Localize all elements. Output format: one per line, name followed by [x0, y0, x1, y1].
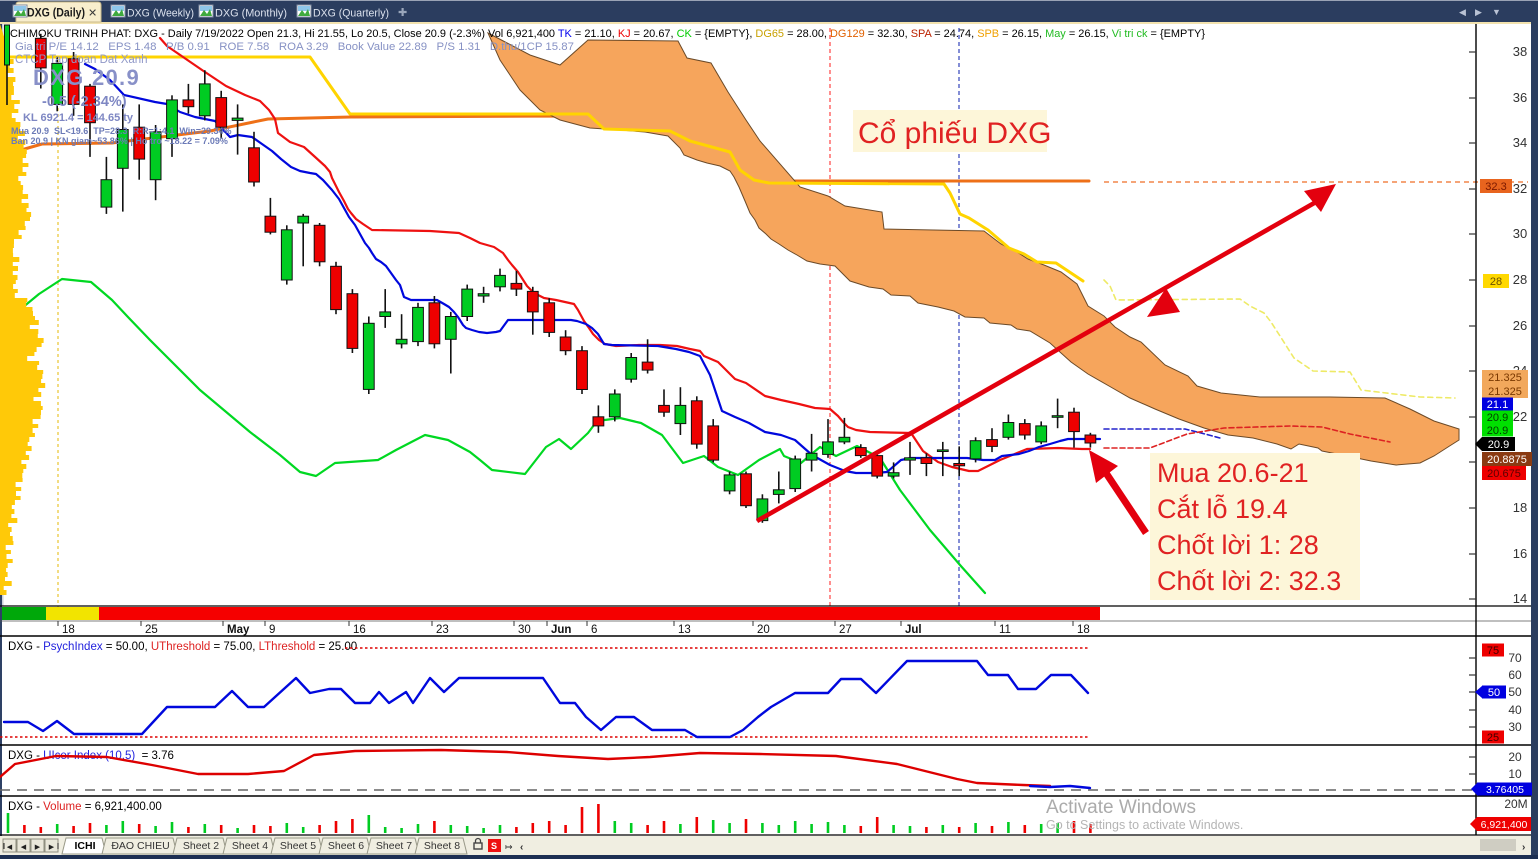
svg-text:60: 60	[1508, 668, 1522, 682]
svg-text:34: 34	[1513, 135, 1527, 150]
svg-text:20: 20	[1508, 750, 1522, 764]
svg-text:27: 27	[839, 624, 852, 636]
svg-text:32: 32	[1513, 181, 1527, 196]
svg-text:16: 16	[353, 624, 366, 636]
svg-text:-0.5 (-2.34%): -0.5 (-2.34%)	[42, 94, 127, 110]
svg-text:30: 30	[1513, 226, 1527, 241]
svg-text:CTCP Tap doan Dat Xanh: CTCP Tap doan Dat Xanh	[15, 54, 148, 66]
svg-text:DXG 20.9: DXG 20.9	[33, 65, 140, 90]
svg-text:50: 50	[1488, 687, 1500, 699]
svg-text:20.675: 20.675	[1487, 468, 1521, 480]
svg-text:20.9: 20.9	[1487, 425, 1508, 437]
svg-text:Cổ phiếu DXG: Cổ phiếu DXG	[858, 117, 1051, 150]
svg-text:DXG - Volume = 6,921,400.00: DXG - Volume = 6,921,400.00	[8, 801, 162, 813]
svg-text:S: S	[491, 841, 497, 851]
svg-text:3.76405: 3.76405	[1486, 784, 1524, 796]
svg-text:▼: ▼	[1492, 7, 1501, 17]
svg-text:Cắt lỗ 19.4: Cắt lỗ 19.4	[1157, 493, 1288, 524]
svg-text:18: 18	[62, 624, 75, 636]
svg-text:◀: ◀	[1459, 7, 1466, 17]
svg-text:▶: ▶	[1475, 7, 1482, 17]
svg-text:70: 70	[1508, 651, 1522, 665]
svg-text:▶: ▶	[35, 844, 41, 851]
svg-text:✕: ✕	[88, 8, 97, 20]
svg-text:CHIMOKU TRINH PHAT: DXG - Dail: CHIMOKU TRINH PHAT: DXG - Daily 7/19/202…	[10, 28, 1205, 40]
svg-text:25: 25	[145, 624, 158, 636]
svg-text:ĐAO CHIEU: ĐAO CHIEU	[111, 840, 169, 852]
svg-text:30: 30	[1508, 720, 1522, 734]
svg-text:11: 11	[999, 624, 1011, 636]
svg-text:Gia tri P/E 14.12 EPS 1.48: Gia tri P/E 14.12 EPS 1.48 P/B 0.91 ROE …	[15, 41, 574, 53]
svg-text:Chốt lời 1: 28: Chốt lời 1: 28	[1157, 530, 1319, 560]
svg-text:23: 23	[436, 624, 449, 636]
svg-text:20.9: 20.9	[1487, 412, 1508, 424]
svg-text:20.8875: 20.8875	[1487, 454, 1527, 466]
svg-text:DXG (Quarterly): DXG (Quarterly)	[313, 8, 389, 20]
svg-text:18: 18	[1513, 500, 1527, 515]
svg-text:28: 28	[1513, 272, 1527, 287]
svg-text:32.3: 32.3	[1485, 181, 1506, 193]
svg-text:10: 10	[1508, 767, 1522, 781]
svg-text:Sheet 5: Sheet 5	[280, 840, 316, 852]
svg-text:Mua 20.9 SL<19.6 TP=28.3 R:: Mua 20.9 SL<19.6 TP=28.3 R:R=1:4.1 Win=2…	[11, 126, 232, 136]
svg-text:21.325: 21.325	[1488, 386, 1522, 398]
svg-text:Activate Windows: Activate Windows	[1046, 797, 1196, 818]
svg-text:Jul: Jul	[905, 624, 922, 636]
svg-text:◀: ◀	[7, 844, 13, 851]
svg-text:Sheet 4: Sheet 4	[232, 840, 268, 852]
svg-text:20M: 20M	[1504, 797, 1527, 811]
svg-text:‹: ‹	[520, 842, 523, 853]
svg-text:DXG (Daily): DXG (Daily)	[27, 8, 85, 20]
svg-text:◀: ◀	[21, 844, 27, 851]
svg-text:▶: ▶	[49, 844, 55, 851]
svg-text:Jun: Jun	[551, 624, 571, 636]
svg-text:Sheet 2: Sheet 2	[183, 840, 219, 852]
svg-text:DXG (Weekly): DXG (Weekly)	[127, 8, 194, 20]
svg-text:20: 20	[757, 624, 770, 636]
svg-text:40: 40	[1508, 703, 1522, 717]
svg-text:Go to Settings to activate Win: Go to Settings to activate Windows.	[1046, 818, 1243, 832]
svg-text:38: 38	[1513, 44, 1527, 59]
svg-text:6: 6	[591, 624, 597, 636]
svg-text:14: 14	[1513, 591, 1527, 606]
svg-text:Sheet 8: Sheet 8	[424, 840, 460, 852]
svg-text:DXG - PsychIndex = 50.00, UThr: DXG - PsychIndex = 50.00, UThreshold = 7…	[8, 641, 357, 653]
svg-text:KL 6921.4 = 144.65 ty: KL 6921.4 = 144.65 ty	[23, 112, 134, 124]
svg-text:21.1: 21.1	[1487, 399, 1508, 411]
svg-text:May: May	[227, 624, 250, 636]
svg-text:↦: ↦	[505, 842, 513, 852]
svg-text:16: 16	[1513, 546, 1527, 561]
svg-text:DXG (Monthly): DXG (Monthly)	[215, 8, 287, 20]
svg-text:50: 50	[1508, 685, 1522, 699]
svg-text:75: 75	[1487, 645, 1499, 657]
svg-text:ICHI: ICHI	[75, 840, 96, 852]
svg-text:13: 13	[678, 624, 691, 636]
svg-text:26: 26	[1513, 318, 1527, 333]
svg-text:Sheet 6: Sheet 6	[328, 840, 364, 852]
svg-text:Chốt lời 2: 32.3: Chốt lời 2: 32.3	[1157, 566, 1341, 596]
svg-text:36: 36	[1513, 90, 1527, 105]
svg-text:Sheet 7: Sheet 7	[376, 840, 412, 852]
svg-text:Mua 20.6-21: Mua 20.6-21	[1157, 458, 1309, 488]
svg-text:22: 22	[1513, 409, 1527, 424]
svg-text:9: 9	[269, 624, 275, 636]
svg-text:25: 25	[1487, 732, 1499, 744]
svg-text:›: ›	[1522, 842, 1525, 853]
svg-text:✚: ✚	[398, 7, 407, 19]
svg-text:18: 18	[1077, 624, 1090, 636]
svg-text:Ban 20.9 | KN giam~53.86% | Ho: Ban 20.9 | KN giam~53.86% | Ho tro ~18.2…	[11, 136, 228, 146]
svg-text:20.9: 20.9	[1488, 439, 1509, 451]
svg-text:28: 28	[1490, 276, 1502, 288]
svg-text:21.325: 21.325	[1488, 372, 1522, 384]
svg-text:30: 30	[518, 624, 531, 636]
svg-text:6,921,400: 6,921,400	[1481, 819, 1528, 831]
